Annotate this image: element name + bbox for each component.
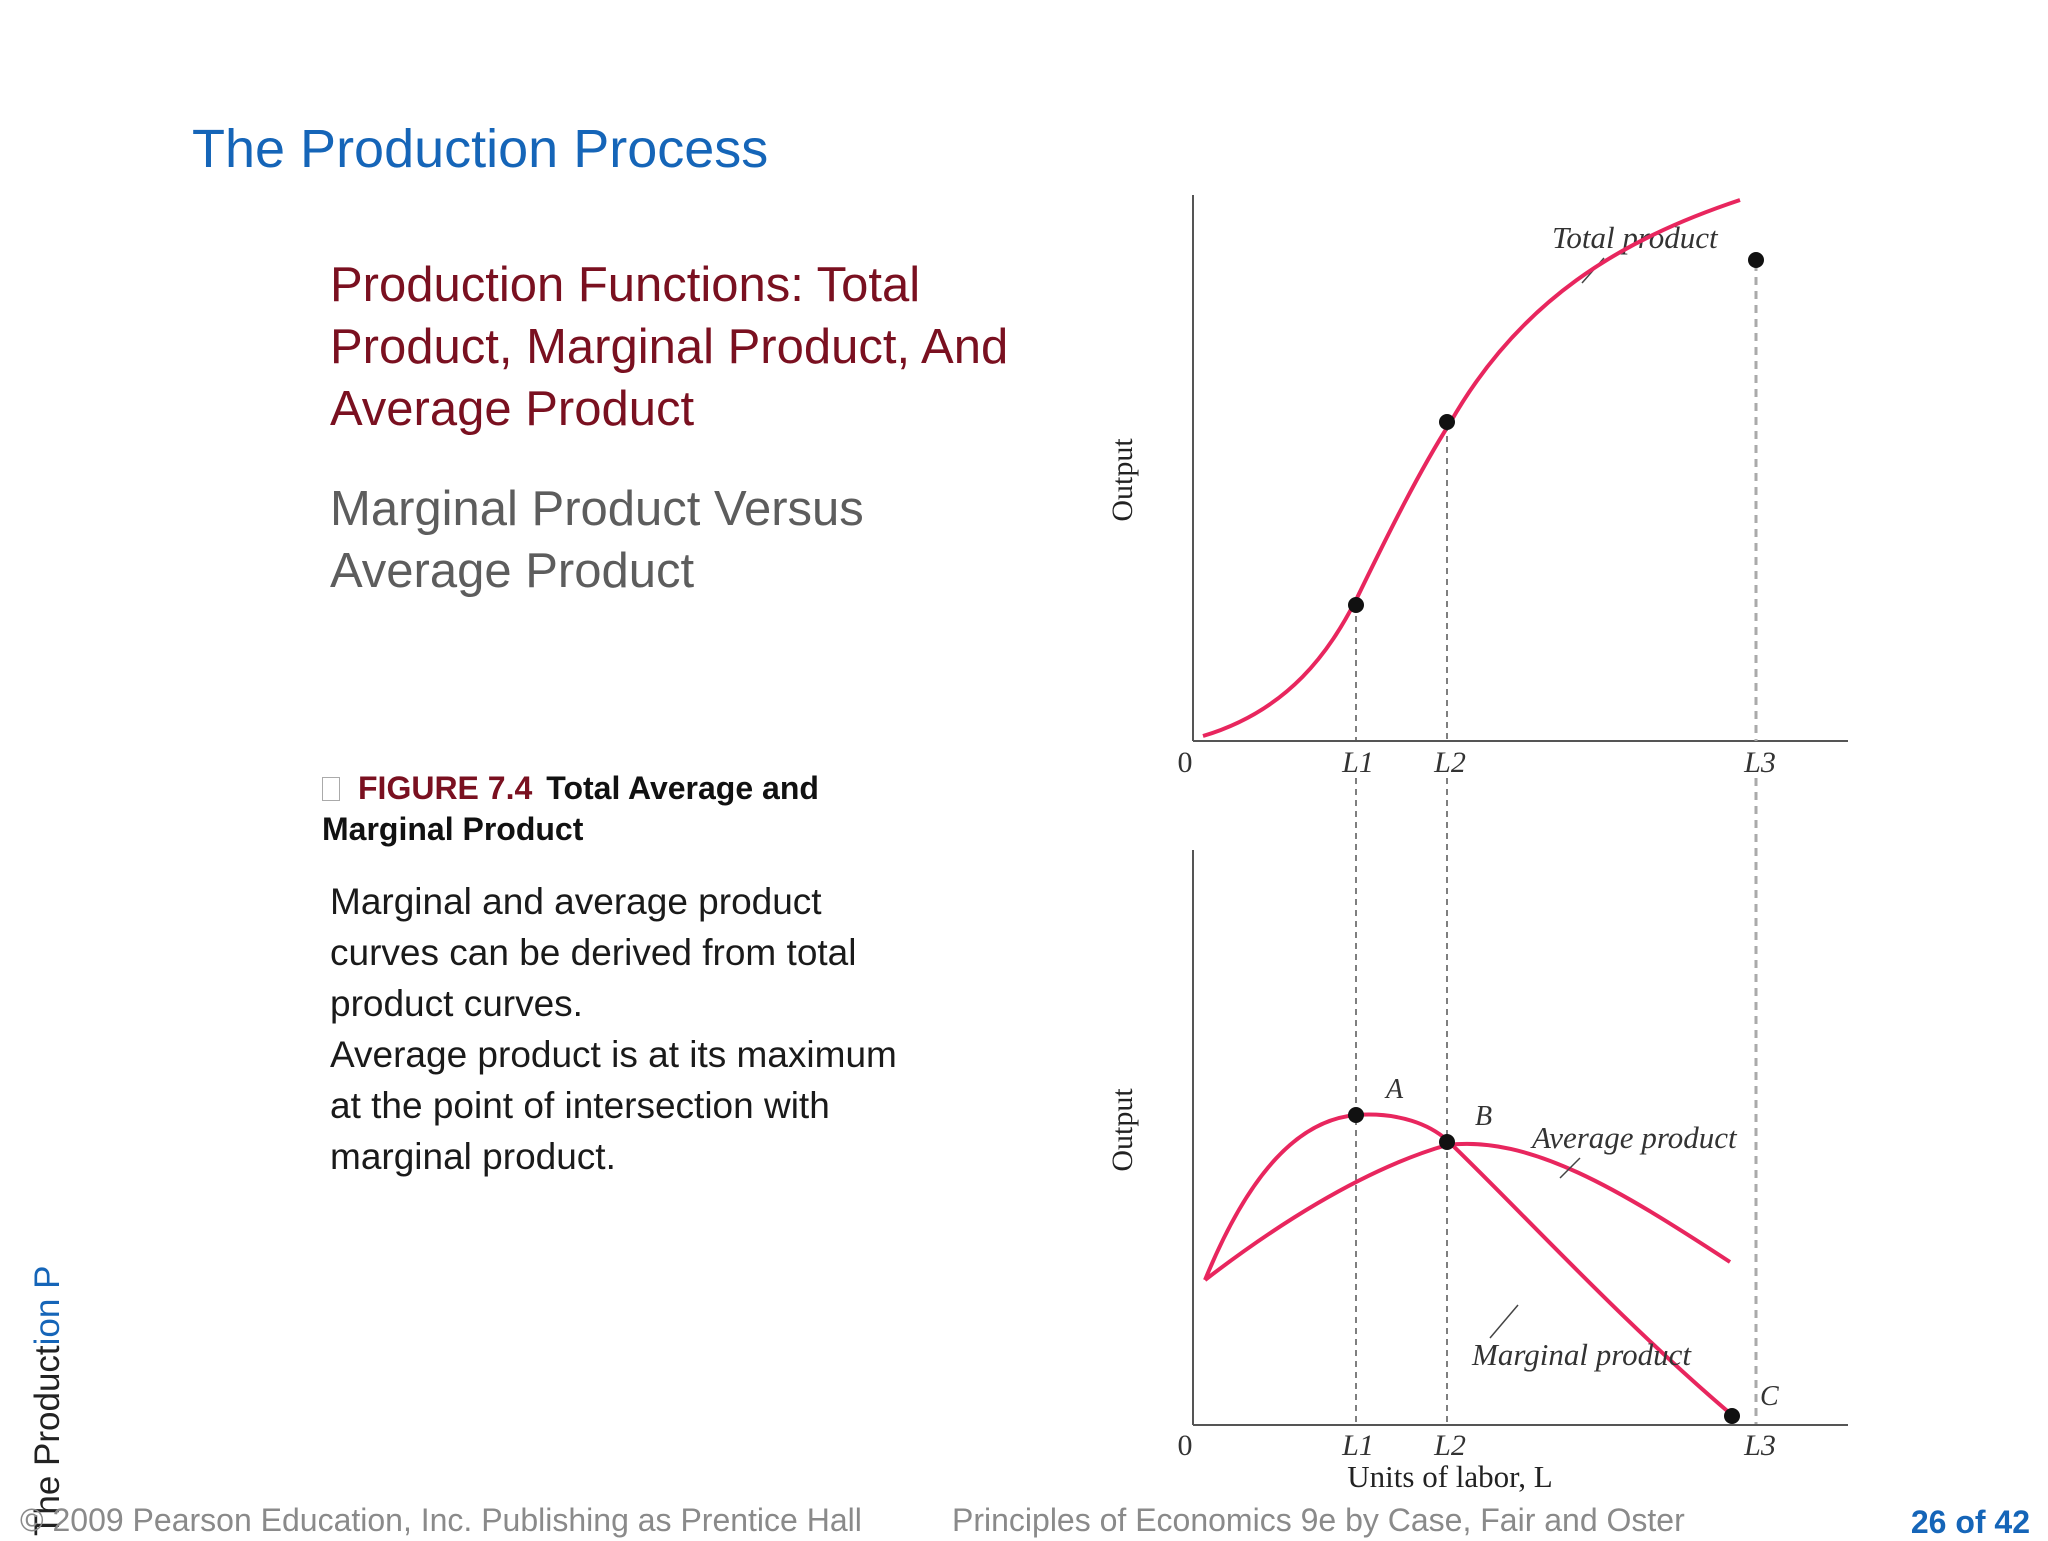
body-line: product curves. xyxy=(330,983,583,1024)
side-text-accent: ion P xyxy=(28,1265,67,1346)
bottom-tick-l3: L3 xyxy=(1743,1429,1776,1462)
marginal-product-label: Marginal product xyxy=(1471,1337,1692,1372)
total-product-chart: Output 0 L1 L2 L3 Total product xyxy=(1106,195,1848,779)
page-number: 26 of 42 xyxy=(1910,1504,2030,1540)
bottom-tick-l2: L2 xyxy=(1433,1429,1466,1462)
marginal-product-curve xyxy=(1203,1112,1734,1417)
point-c xyxy=(1724,1408,1740,1424)
bottom-x-label: Units of labor, L xyxy=(1347,1459,1552,1494)
top-tick-0: 0 xyxy=(1178,746,1193,779)
section-heading: Production Functions: Total Product, Mar… xyxy=(330,258,1009,436)
point-b-label: B xyxy=(1475,1101,1492,1132)
body-text: Marginal and average product curves can … xyxy=(330,876,990,1182)
section-subheading: Marginal Product Versus Average Product xyxy=(330,482,864,598)
average-product-curve xyxy=(1203,1141,1732,1282)
slide-title: The Production Process xyxy=(192,119,769,179)
top-tick-l1: L1 xyxy=(1341,746,1374,779)
marginal-product-leader xyxy=(1489,1304,1519,1339)
top-point-l1 xyxy=(1348,597,1364,613)
average-product-leader xyxy=(1559,1157,1581,1179)
marginal-average-product-chart: Output 0 L1 L2 L3 Units of labor, L Aver… xyxy=(1106,778,1848,1494)
point-c-label: C xyxy=(1760,1381,1779,1412)
vertical-side-text: The Production P xyxy=(28,1266,68,1536)
bottom-tick-0: 0 xyxy=(1178,1429,1193,1462)
point-a xyxy=(1348,1107,1364,1123)
top-y-label: Output xyxy=(1106,438,1139,522)
body-line: marginal product. xyxy=(330,1136,616,1177)
body-line: Average product is at its maximum xyxy=(330,1034,897,1075)
top-tick-l2: L2 xyxy=(1433,746,1466,779)
point-b xyxy=(1439,1134,1455,1150)
body-line: curves can be derived from total xyxy=(330,932,857,973)
top-point-l3 xyxy=(1748,252,1764,268)
figure-caption: FIGURE 7.4 Total Average and Marginal Pro… xyxy=(322,768,942,850)
total-product-curve xyxy=(1202,198,1741,738)
bottom-y-label: Output xyxy=(1106,1088,1139,1172)
top-point-l2 xyxy=(1439,414,1455,430)
bottom-tick-l1: L1 xyxy=(1341,1429,1374,1462)
production-figure: Output 0 L1 L2 L3 Total product Output 0… xyxy=(1106,195,1848,1494)
footer-copyright: © 2009 Pearson Education, Inc. Publishin… xyxy=(20,1502,862,1538)
point-a-label: A xyxy=(1384,1074,1404,1105)
figure-label: FIGURE 7.4 xyxy=(358,770,533,806)
top-tick-l3: L3 xyxy=(1743,746,1776,779)
average-product-label: Average product xyxy=(1530,1120,1738,1155)
body-line: Marginal and average product xyxy=(330,881,822,922)
body-line: at the point of intersection with xyxy=(330,1085,830,1126)
bullet-box-icon xyxy=(322,777,340,801)
total-product-label: Total product xyxy=(1552,220,1719,255)
footer-book-title: Principles of Economics 9e by Case, Fair… xyxy=(952,1502,1685,1538)
figure-title: Total Average and Marginal Product xyxy=(322,770,819,847)
